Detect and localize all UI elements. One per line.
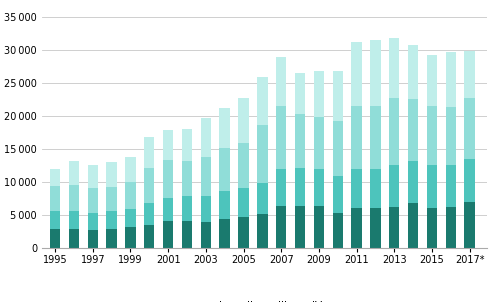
Bar [50,169,60,186]
Bar [257,76,268,125]
Bar [257,183,268,214]
Bar [144,203,155,225]
Bar [352,106,362,169]
Bar [107,211,117,229]
Bar [144,168,155,203]
Bar [389,98,400,165]
Bar [464,98,475,159]
Bar [332,176,343,214]
Bar [408,203,418,248]
Bar [408,99,418,162]
Bar [182,196,192,221]
Bar [427,55,437,105]
Bar [314,169,324,206]
Bar [352,208,362,248]
Bar [201,222,211,248]
Bar [238,217,249,248]
Bar [163,221,173,248]
Bar [87,230,98,248]
Bar [87,165,98,188]
Bar [332,121,343,176]
Bar [69,162,79,185]
Bar [125,157,136,182]
Bar [201,118,211,157]
Bar [238,188,249,217]
Bar [107,229,117,248]
Bar [50,211,60,229]
Legend: I, II, III, IV: I, II, III, IV [202,297,326,302]
Bar [219,108,230,148]
Bar [427,165,437,208]
Bar [219,148,230,191]
Bar [332,71,343,121]
Bar [408,45,418,99]
Bar [408,162,418,203]
Bar [295,73,305,114]
Bar [144,225,155,248]
Bar [69,229,79,248]
Bar [352,42,362,106]
Bar [370,208,381,248]
Bar [464,159,475,201]
Bar [201,196,211,222]
Bar [238,98,249,143]
Bar [464,51,475,98]
Bar [107,162,117,187]
Bar [182,221,192,248]
Bar [446,165,456,207]
Bar [144,137,155,168]
Bar [50,229,60,248]
Bar [446,207,456,248]
Bar [257,125,268,183]
Bar [276,169,286,206]
Bar [201,157,211,196]
Bar [107,187,117,211]
Bar [389,38,400,98]
Bar [219,219,230,248]
Bar [87,188,98,213]
Bar [370,40,381,106]
Bar [50,186,60,211]
Bar [238,143,249,188]
Bar [163,160,173,198]
Bar [314,206,324,248]
Bar [182,162,192,196]
Bar [276,206,286,248]
Bar [125,209,136,226]
Bar [163,130,173,160]
Bar [276,57,286,106]
Bar [87,213,98,230]
Bar [446,107,456,165]
Bar [182,129,192,162]
Bar [314,117,324,169]
Bar [427,208,437,248]
Bar [295,206,305,248]
Bar [389,207,400,248]
Bar [295,114,305,168]
Bar [276,106,286,169]
Bar [314,71,324,117]
Bar [69,185,79,211]
Bar [332,214,343,248]
Bar [370,106,381,169]
Bar [389,165,400,207]
Bar [219,191,230,219]
Bar [125,182,136,209]
Bar [125,226,136,248]
Bar [427,105,437,165]
Bar [163,198,173,221]
Bar [370,169,381,208]
Bar [69,211,79,229]
Bar [295,168,305,206]
Bar [352,169,362,208]
Bar [464,201,475,248]
Bar [257,214,268,248]
Bar [446,52,456,107]
